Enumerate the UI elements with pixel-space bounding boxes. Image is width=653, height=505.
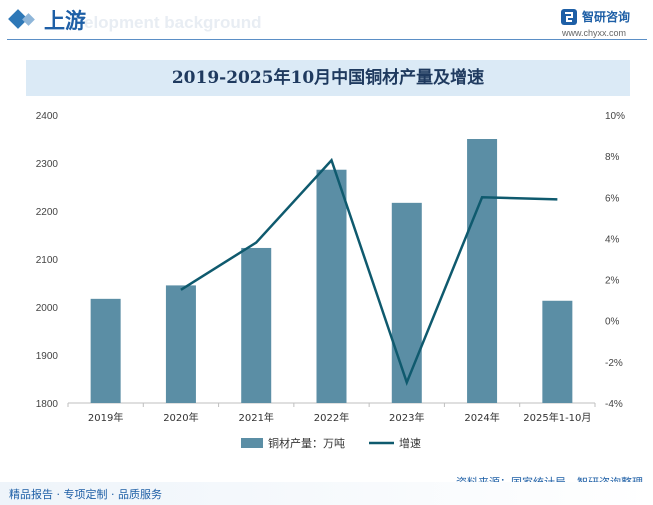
y-right-tick-label: 0% [605,317,620,328]
x-tick-label: 2020年 [163,411,198,424]
chart-title: 2019-2025年10月中国铜材产量及增速 [171,68,485,88]
y-left-tick-label: 2300 [36,159,59,170]
brand-name: 智研咨询 [582,10,631,24]
bar [391,202,422,403]
header-divider [7,39,647,40]
x-tick-label: 2023年 [389,411,424,424]
y-right-tick-label: 2% [605,276,620,287]
section-title: 上游 [44,9,86,33]
brand-url: www.chyxx.com [562,28,627,38]
y-right-tick-label: -2% [605,358,623,369]
brand-logo: 智研咨询 www.chyxx.com [560,7,650,38]
x-tick-label: 2025年1-10月 [523,411,591,424]
y-right-tick-label: 8% [605,152,620,163]
chart-title-band: 2019-2025年10月中国铜材产量及增速 [26,60,630,96]
y-right-tick-label: 4% [605,234,620,245]
bar [542,300,573,403]
y-left-tick-label: 2100 [36,255,59,266]
y-right-tick-label: -4% [605,399,623,410]
footer: 精品报告 · 专项定制 · 品质服务 [0,482,653,505]
legend-swatch-bar [241,438,263,448]
x-tick-label: 2019年 [88,411,123,424]
bar [316,169,347,403]
y-left-tick-label: 2400 [36,111,59,122]
x-tick-label: 2024年 [464,411,499,424]
brand-logo-icon [561,9,577,25]
footer-tagline: 精品报告 · 专项定制 · 品质服务 [9,488,162,501]
x-tick-label: 2022年 [314,411,349,424]
y-left-tick-label: 1800 [36,399,59,410]
y-right-tick-label: 6% [605,193,620,204]
y-left-tick-label: 2000 [36,303,59,314]
growth-line [180,157,558,387]
y-left-tick-label: 2200 [36,207,59,218]
combo-chart: 1800 1900 2000 2100 2200 2300 2400 -4% -2% 0% 2% 4%… [36,111,625,450]
header-watermark: elopment background [84,13,262,32]
bar [165,285,196,403]
legend-label-line: 增速 [399,436,421,450]
bar [467,139,498,403]
bar [241,247,272,403]
legend-label-bar: 铜材产量：万吨 [268,436,345,450]
y-right-tick-label: 10% [605,111,625,122]
y-left-tick-label: 1900 [36,351,59,362]
bar [90,298,121,403]
x-tick-label: 2021年 [238,411,273,424]
header: 上游 elopment background 智研咨询 www.chyxx.co… [0,0,653,44]
